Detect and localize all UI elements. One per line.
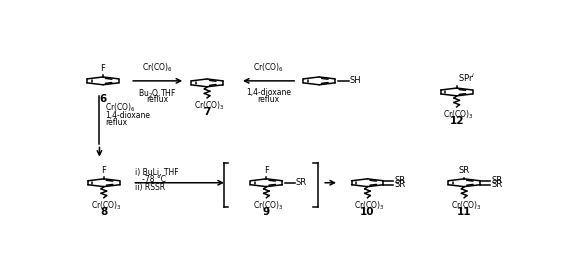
Text: Cr(CO)$_6$: Cr(CO)$_6$ (253, 61, 284, 74)
Text: 12: 12 (450, 116, 464, 126)
Text: reflux: reflux (257, 95, 280, 104)
Text: SH: SH (350, 76, 362, 85)
Text: -78 °C: -78 °C (134, 175, 166, 184)
Text: F: F (264, 166, 269, 175)
Text: F: F (101, 166, 106, 175)
Text: SR: SR (296, 178, 307, 187)
Text: SR: SR (395, 180, 405, 189)
Text: Cr(CO)$_6$: Cr(CO)$_6$ (142, 61, 173, 74)
Text: ii) RSSR: ii) RSSR (134, 183, 165, 192)
Text: 11: 11 (457, 207, 471, 217)
Text: SR: SR (395, 176, 405, 185)
Text: Cr(CO)$_3$: Cr(CO)$_3$ (194, 100, 225, 112)
Text: F: F (100, 64, 105, 73)
Text: 9: 9 (263, 207, 270, 217)
Text: SR: SR (491, 180, 502, 189)
Text: 1,4-dioxane: 1,4-dioxane (105, 111, 150, 120)
Text: Cr(CO)$_6$: Cr(CO)$_6$ (105, 102, 136, 114)
Text: Cr(CO)$_3$: Cr(CO)$_3$ (354, 200, 385, 212)
Text: SPr$^i$: SPr$^i$ (458, 72, 476, 84)
Text: Cr(CO)$_3$: Cr(CO)$_3$ (91, 200, 121, 212)
Text: Cr(CO)$_3$: Cr(CO)$_3$ (253, 200, 284, 212)
Text: 6: 6 (99, 94, 107, 104)
Text: 8: 8 (100, 207, 108, 217)
Text: reflux: reflux (146, 95, 168, 104)
Text: SR: SR (459, 166, 469, 175)
Text: Cr(CO)$_3$: Cr(CO)$_3$ (451, 200, 482, 212)
Text: 1,4-dioxane: 1,4-dioxane (246, 88, 291, 97)
Text: 7: 7 (204, 107, 211, 117)
Text: Cr(CO)$_3$: Cr(CO)$_3$ (443, 109, 475, 122)
Text: reflux: reflux (105, 118, 127, 127)
Text: Bu$_2$O,THF: Bu$_2$O,THF (138, 88, 177, 100)
Text: SR: SR (491, 176, 502, 185)
Text: i) BuLi, THF: i) BuLi, THF (134, 168, 178, 177)
Text: 10: 10 (360, 207, 375, 217)
